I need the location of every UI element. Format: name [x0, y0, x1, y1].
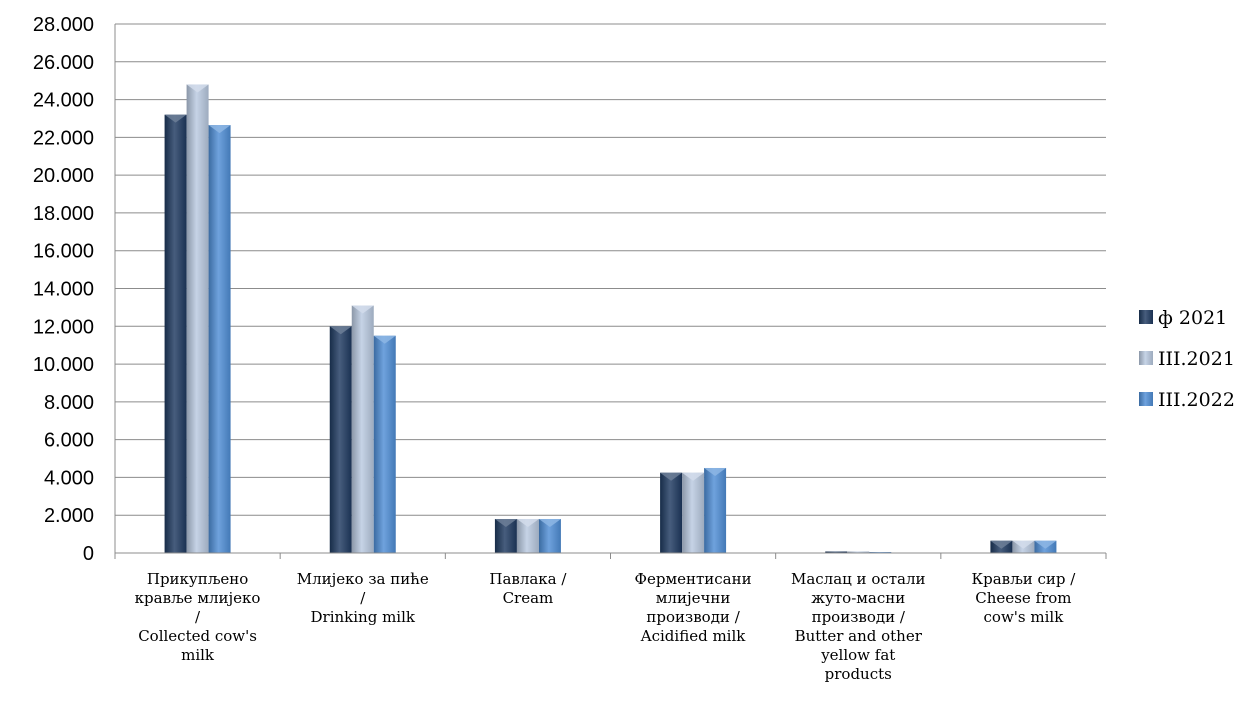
bar-cap [682, 472, 705, 481]
bar-body [373, 335, 396, 553]
bar [1034, 540, 1057, 553]
legend: ф 2021 III.2021 III.2022 [1139, 307, 1235, 411]
bar-body [351, 305, 374, 553]
bar-cap [538, 518, 561, 527]
y-axis-tick-labels: 0 2.000 4.000 6.000 8.000 10.000 12.000 14.000 1… [33, 14, 94, 565]
bar [825, 551, 848, 553]
bar-cap [208, 125, 231, 134]
x-category-label: Павлака / Cream [489, 570, 567, 607]
bar [990, 540, 1013, 553]
bar-cap [164, 114, 187, 123]
bar-cap [516, 518, 539, 527]
legend-label: III.2022 [1158, 389, 1235, 411]
legend-item: ф 2021 [1139, 307, 1227, 329]
x-axis [114, 552, 1107, 559]
legend-item: III.2022 [1139, 389, 1235, 411]
bar [208, 125, 231, 553]
bar-body [208, 125, 231, 553]
bar-cap [704, 467, 727, 476]
y-tick-label: 6.000 [44, 430, 94, 452]
y-tick-label: 20.000 [33, 165, 94, 187]
bar-body [682, 472, 705, 553]
bar-cap [494, 518, 517, 527]
x-category-label: Маслац и остали жуто-масни производи / Butt… [791, 570, 926, 683]
y-tick-label: 26.000 [33, 52, 94, 74]
bar-cap [351, 305, 374, 314]
bar [1012, 540, 1035, 553]
bar-body [516, 518, 539, 553]
bar-cap [1012, 540, 1035, 549]
bar-body [186, 84, 209, 553]
x-category-label: Крављи сир / Cheese from cow's milk [971, 570, 1076, 626]
bar-body [847, 551, 870, 553]
bar-body [164, 114, 187, 553]
y-tick-label: 28.000 [33, 14, 94, 36]
bar-body [538, 518, 561, 553]
y-tick-label: 14.000 [33, 279, 94, 301]
gridlines [114, 23, 1106, 554]
bar-body [329, 326, 352, 553]
bar [660, 472, 683, 553]
bar-cap [660, 472, 683, 481]
y-tick-label: 4.000 [44, 467, 94, 489]
bar [164, 114, 187, 553]
bar [351, 305, 374, 553]
legend-label: ф 2021 [1158, 307, 1227, 329]
x-category-label: Млијеко за пиће / Drinking milk [297, 570, 429, 626]
x-category-label: Прикупљено крављe млијеко / Collected cow's… [135, 570, 261, 664]
bar-cap [186, 84, 209, 93]
bar-body [825, 551, 848, 553]
bar [516, 518, 539, 553]
bar-body [494, 518, 517, 553]
bar-cap [1034, 540, 1057, 549]
y-tick-label: 24.000 [33, 90, 94, 112]
x-axis-category-labels: Прикупљено крављe млијеко / Collected cow's… [135, 570, 1077, 683]
y-tick-label: 22.000 [33, 127, 94, 149]
bar-cap [329, 326, 352, 335]
y-tick-label: 16.000 [33, 241, 94, 263]
y-tick-label: 10.000 [33, 354, 94, 376]
legend-item: III.2021 [1139, 348, 1235, 370]
bar [847, 551, 870, 553]
y-tick-label: 2.000 [44, 505, 94, 527]
bars [164, 84, 1057, 553]
bar-cap [990, 540, 1013, 549]
legend-swatch [1139, 310, 1153, 324]
legend-swatch [1139, 392, 1153, 406]
y-tick-label: 8.000 [44, 392, 94, 414]
bar [538, 518, 561, 553]
y-tick-label: 0 [83, 543, 94, 565]
bar [704, 467, 727, 553]
bar [329, 326, 352, 553]
legend-label: III.2021 [1158, 348, 1235, 370]
bar [494, 518, 517, 553]
bar-body [704, 467, 727, 553]
bar [373, 335, 396, 553]
y-tick-label: 12.000 [33, 316, 94, 338]
x-category-label: Ферментисани млијечни производи / Acidified… [635, 570, 752, 645]
bar-cap [373, 335, 396, 344]
bar [186, 84, 209, 553]
y-tick-label: 18.000 [33, 203, 94, 225]
bar [682, 472, 705, 553]
legend-swatch [1139, 351, 1153, 365]
bar-body [660, 472, 683, 553]
